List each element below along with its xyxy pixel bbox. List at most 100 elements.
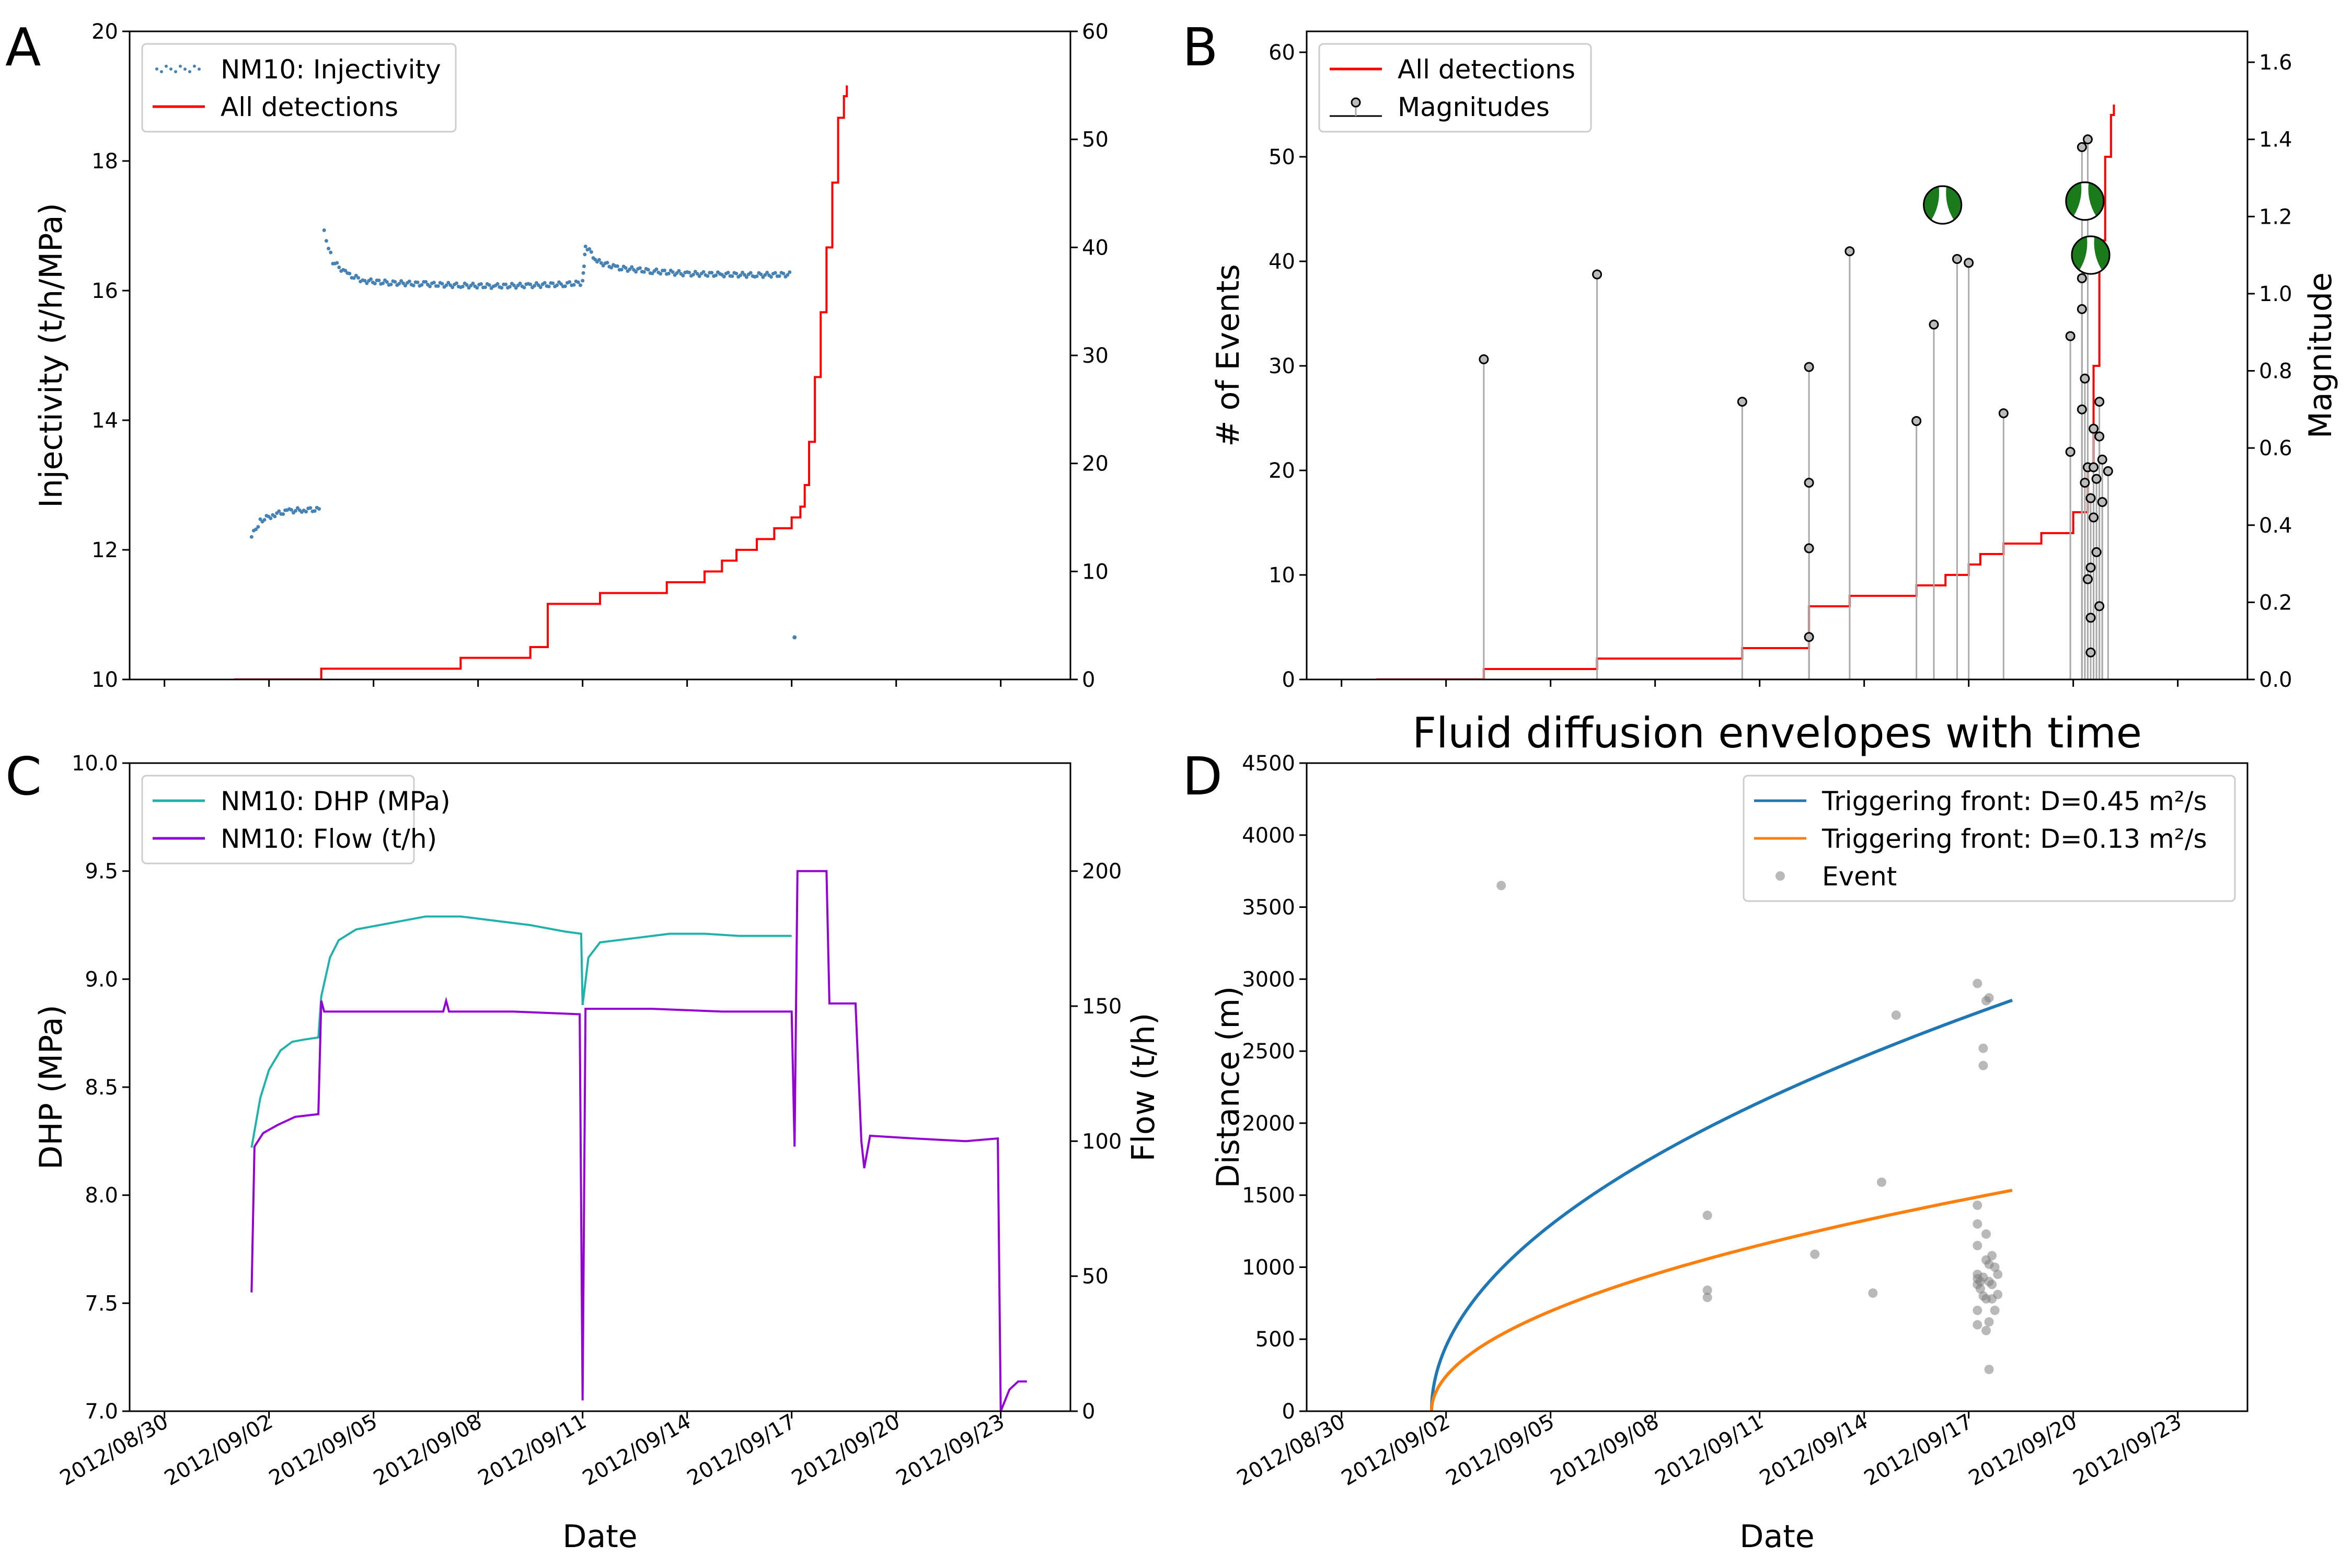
panel-a: A 10 12 14 16 18 20 0 10 20 30 40 50 60 Injectivity (t… xyxy=(5,17,1109,692)
injectivity-point xyxy=(460,284,465,289)
x-tick-label: 2012/09/02 xyxy=(1338,1410,1454,1491)
injectivity-point xyxy=(773,271,777,275)
injectivity-point xyxy=(365,281,369,285)
y2-tick-label: 200 xyxy=(1082,860,1122,884)
injectivity-point xyxy=(697,274,701,279)
panel-letter: A xyxy=(5,17,41,78)
axes-frame xyxy=(1306,762,2249,1412)
injectivity-point xyxy=(522,285,526,290)
panel-b: B 0 10 20 30 40 50 60 0.0 0.2 0.4 0.6 0.8 1.0 1.2 1.4 1.… xyxy=(1182,17,2339,692)
event-point xyxy=(1987,1279,1997,1289)
injectivity-point xyxy=(514,286,518,290)
triggering-front-curve xyxy=(1429,998,2013,1411)
event-point xyxy=(1496,881,1506,891)
event-point xyxy=(1973,1320,1982,1330)
injectivity-point xyxy=(706,274,710,278)
injectivity-point xyxy=(615,264,619,268)
beachball-rim xyxy=(2071,235,2111,275)
x-tick-label: 2012/09/23 xyxy=(892,1410,1009,1491)
injectivity-point xyxy=(343,269,348,273)
legend-handle xyxy=(1775,871,1785,881)
injectivity-point xyxy=(599,261,603,265)
x-tick-label: 2012/09/08 xyxy=(370,1410,486,1491)
event-point xyxy=(1973,1200,1982,1210)
legend-handle xyxy=(174,70,177,74)
event-point xyxy=(1810,1249,1820,1259)
legend: NM10: Injectivity All detections xyxy=(141,43,457,133)
injectivity-point xyxy=(403,283,407,287)
injectivity-point xyxy=(739,273,743,278)
injectivity-point xyxy=(373,281,377,285)
y-tick-label: 60 xyxy=(1269,41,1295,65)
axes-frame xyxy=(1306,30,2249,681)
injectivity-point xyxy=(726,270,730,274)
y-tick-label: 14 xyxy=(91,409,118,433)
y2-tick-label: 40 xyxy=(1082,236,1109,260)
injectivity-point xyxy=(681,273,685,278)
magnitude-marker xyxy=(2085,493,2096,503)
injectivity-point xyxy=(327,247,331,251)
injectivity-point xyxy=(393,280,397,284)
x-tick-label: 2012/09/17 xyxy=(1860,1410,1977,1491)
injectivity-point xyxy=(348,271,352,275)
injectivity-point xyxy=(538,285,543,290)
injectivity-point xyxy=(465,283,469,287)
injectivity-point xyxy=(765,271,769,275)
legend-handle xyxy=(160,70,163,74)
injectivity-point xyxy=(589,250,593,254)
magnitude-marker xyxy=(2091,474,2102,484)
injectivity-point xyxy=(781,271,786,275)
magnitude-marker xyxy=(2089,423,2099,434)
injectivity-point xyxy=(744,275,748,279)
injectivity-point xyxy=(551,281,555,285)
injectivity-point xyxy=(304,510,308,514)
injectivity-point xyxy=(258,517,262,521)
magnitude-marker xyxy=(2077,142,2087,152)
y-tick-label: 30 xyxy=(1269,354,1295,378)
y-tick-label: 3000 xyxy=(1242,967,1295,991)
injectivity-point xyxy=(322,228,326,233)
injectivity-point xyxy=(352,276,356,280)
y-tick-label: 2000 xyxy=(1242,1112,1295,1136)
plot-area xyxy=(234,85,848,679)
magnitude-marker xyxy=(2080,478,2090,488)
x-tick-label: 2012/09/20 xyxy=(1965,1410,2081,1491)
legend-label: Triggering front: D=0.13 m²/s xyxy=(1821,824,2207,854)
injectivity-point xyxy=(587,247,592,251)
magnitude-marker xyxy=(1737,397,1747,407)
injectivity-point xyxy=(324,239,328,243)
event-point xyxy=(1978,1060,1988,1070)
magnitude-marker xyxy=(1592,269,1602,280)
beachball-quadrant xyxy=(2088,182,2104,216)
injectivity-point xyxy=(547,284,551,289)
plot-area xyxy=(1376,105,2115,679)
y2-tick-label: 0 xyxy=(1082,668,1095,692)
y-tick-label: 40 xyxy=(1269,250,1295,274)
beachball-quadrant xyxy=(2066,182,2082,216)
injectivity-point xyxy=(646,268,650,272)
injectivity-point xyxy=(597,258,601,262)
y2-tick-label: 50 xyxy=(1082,128,1109,152)
magnitude-marker xyxy=(2097,497,2107,507)
injectivity-point xyxy=(533,284,537,288)
x-tick-label: 2012/09/20 xyxy=(788,1410,904,1491)
injectivity-point xyxy=(579,283,582,287)
injectivity-point xyxy=(786,273,790,277)
injectivity-point xyxy=(385,280,389,284)
legend-handle xyxy=(179,64,182,68)
event-point xyxy=(1990,1306,2000,1316)
event-point xyxy=(1973,1219,1982,1229)
magnitude-marker xyxy=(2094,601,2105,612)
injectivity-point xyxy=(763,273,767,277)
y-tick-label: 10 xyxy=(1269,563,1295,587)
injectivity-point xyxy=(487,283,491,287)
legend-label: Event xyxy=(1822,861,1897,892)
injectivity-point xyxy=(788,270,792,274)
legend-label: NM10: DHP (MPa) xyxy=(221,786,451,816)
event-point xyxy=(1702,1210,1712,1220)
injectivity-point xyxy=(293,509,297,513)
injectivity-point xyxy=(249,535,253,539)
y2-tick-label: 50 xyxy=(1082,1265,1109,1289)
injectivity-point xyxy=(411,283,416,287)
